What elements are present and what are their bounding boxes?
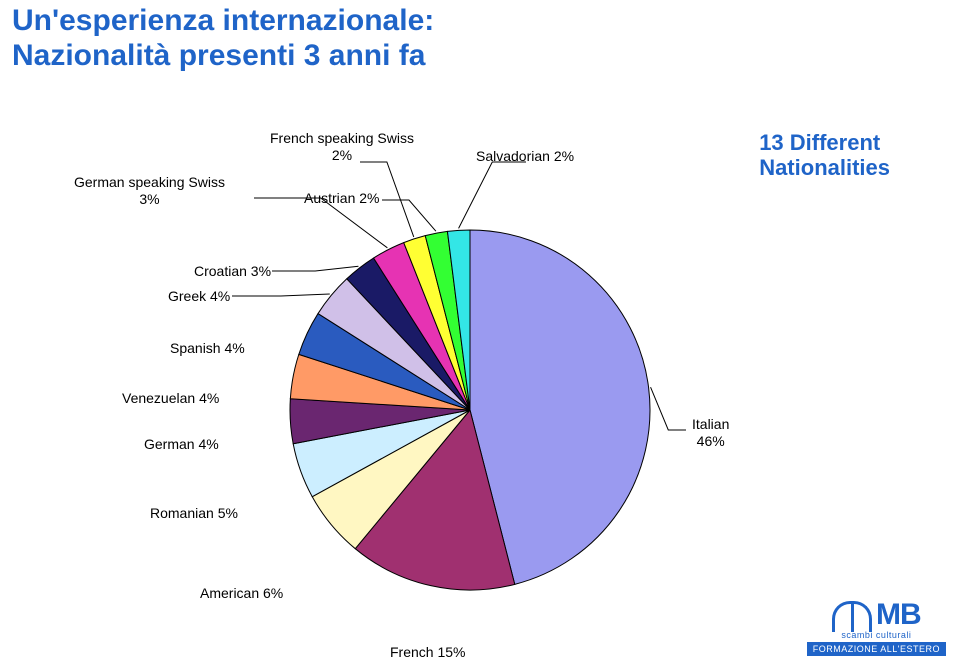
pie-label-italian: Italian46% [692, 416, 729, 450]
leader-line [272, 266, 358, 271]
leader-line [382, 200, 436, 231]
pie-label-croatian: Croatian 3% [194, 263, 271, 280]
pie-label-austrian: Austrian 2% [304, 190, 379, 207]
pie-label-salvadorian: Salvadorian 2% [476, 148, 574, 165]
pie-label-american: American 6% [200, 585, 283, 602]
pie-label-romanian: Romanian 5% [150, 505, 238, 522]
pie-label-french_swiss: French speaking Swiss2% [270, 130, 414, 164]
logo-tagline: FORMAZIONE ALL'ESTERO [807, 642, 946, 656]
leader-lines [0, 0, 960, 666]
pie-label-german: German 4% [144, 436, 219, 453]
logo-subtext: scambi culturali [807, 630, 946, 640]
pie-label-spanish: Spanish 4% [170, 340, 245, 357]
logo-mark: MB [807, 598, 946, 632]
pie-label-german_swiss: German speaking Swiss3% [74, 174, 225, 208]
brand-logo: MB scambi culturali FORMAZIONE ALL'ESTER… [807, 598, 946, 656]
pie-label-french: French 15% [390, 644, 465, 661]
pie-label-greek: Greek 4% [168, 288, 230, 305]
leader-line [232, 294, 330, 296]
logo-arch-icon [832, 601, 872, 632]
leader-line [651, 387, 686, 430]
logo-text: MB [876, 598, 921, 632]
pie-label-venezuelan: Venezuelan 4% [122, 390, 219, 407]
leader-line [459, 162, 526, 228]
